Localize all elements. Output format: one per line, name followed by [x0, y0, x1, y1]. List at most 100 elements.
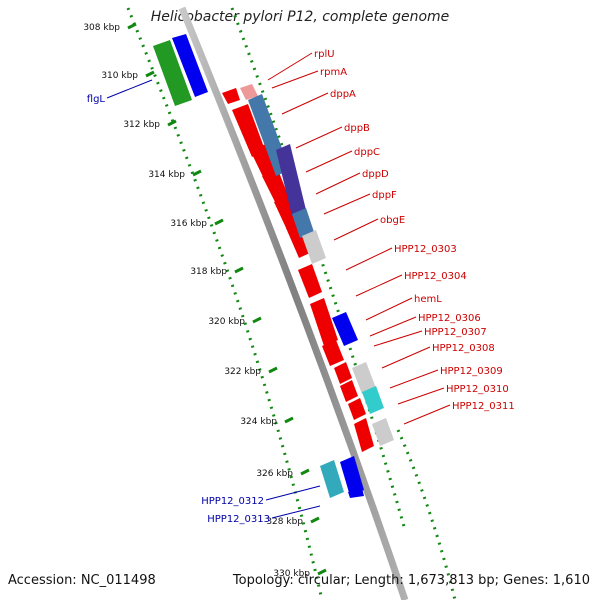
gene-dppc[interactable] [262, 170, 290, 206]
gene-label-dppb[interactable]: dppB [344, 123, 370, 134]
kbp-tick [145, 70, 155, 78]
gene-obge[interactable] [298, 264, 322, 298]
gene-label-obge[interactable]: obgE [380, 215, 405, 226]
gene-obge-grey[interactable] [302, 230, 326, 264]
kbp-tick-label: 312 kbp [123, 120, 160, 130]
gene-label-rpma[interactable]: rpmA [320, 67, 347, 78]
kbp-tick [252, 316, 262, 324]
gene-dppd[interactable] [274, 196, 300, 230]
kbp-ruler-line [126, 7, 324, 600]
gene-label-hpp12_0311[interactable]: HPP12_0311 [452, 401, 515, 412]
kbp-tick [317, 568, 327, 576]
kbp-tick [192, 169, 202, 177]
gene-label-leader [271, 505, 321, 519]
gene-hpp12-0304[interactable] [322, 340, 344, 366]
gene-label-hpp12_0312[interactable]: HPP12_0312 [201, 496, 264, 507]
kbp-tick-label: 310 kbp [101, 71, 138, 81]
right-gene-labels: rplU rpmA dppA dppB dppC dppD dppF obgE HPP12_03… [267, 49, 515, 425]
kbp-tick-label: 316 kbp [170, 219, 207, 229]
gene-label-leader [373, 330, 423, 347]
gene-label-heml[interactable]: hemL [414, 294, 442, 305]
gene-hpp12-0313-small[interactable] [348, 488, 364, 498]
gene-label-hpp12_0307[interactable]: HPP12_0307 [424, 327, 487, 338]
gene-hpp12-0311-grey[interactable] [372, 418, 394, 446]
gene-label-dppc[interactable]: dppC [354, 147, 380, 158]
gene-label-flgl[interactable]: flgL [87, 94, 106, 105]
gene-label-dppf[interactable]: dppF [372, 190, 397, 201]
kbp-tick-label: 318 kbp [190, 267, 227, 277]
gene-dppb-blue[interactable] [276, 144, 306, 216]
gene-label-leader [315, 172, 361, 195]
gene-hemL-blue[interactable] [332, 312, 358, 346]
gene-label-leader [381, 346, 431, 369]
gene-label-hpp12_0308[interactable]: HPP12_0308 [432, 343, 495, 354]
accession-label: Accession: NC_011498 [8, 573, 156, 588]
kbp-tick [214, 218, 224, 226]
gene-label-leader [305, 150, 353, 173]
gene-dppb[interactable] [250, 144, 278, 181]
gene-label-leader [265, 485, 321, 501]
gene-label-hpp12_0310[interactable]: HPP12_0310 [446, 384, 509, 395]
kbp-tick [127, 22, 137, 30]
gene-label-leader [281, 92, 329, 115]
gene-label-leader [333, 218, 379, 241]
gene-hpp12-0310-cyan[interactable] [362, 386, 384, 414]
gene-label-leader [355, 274, 403, 297]
gene-label-dppa[interactable]: dppA [330, 89, 356, 100]
gene-label-leader [271, 70, 319, 89]
kbp-tick [284, 416, 294, 424]
gene-label-leader [389, 369, 439, 389]
gene-label-leader [295, 126, 343, 149]
gene-hpp12-0313-blue[interactable] [340, 456, 364, 496]
kbp-scale: 308 kbp 310 kbp 312 kbp 314 kbp 316 kbp 318 k… [83, 22, 327, 579]
map-title: Helicobacter pylori P12, complete genome [150, 9, 450, 25]
gene-label-hpp12_0303[interactable]: HPP12_0303 [394, 244, 457, 255]
kbp-tick-label: 330 kbp [273, 569, 310, 579]
gene-rpma[interactable] [222, 88, 240, 104]
gene-label-leader [397, 387, 445, 405]
gene-label-leader [365, 297, 413, 321]
gene-label-rplu[interactable]: rplU [314, 49, 335, 60]
gene-label-hpp12_0309[interactable]: HPP12_0309 [440, 366, 503, 377]
kbp-tick [167, 119, 177, 127]
kbp-tick-label: 320 kbp [208, 317, 245, 327]
gene-flgl[interactable] [153, 40, 192, 106]
kbp-tick-label: 308 kbp [83, 23, 120, 33]
gene-hpp12-0308[interactable] [354, 418, 374, 452]
kbp-tick-label: 326 kbp [256, 469, 293, 479]
kbp-tick-label: 314 kbp [148, 170, 185, 180]
gene-heml[interactable] [334, 362, 352, 384]
gene-label-leader [106, 79, 153, 99]
kbp-tick-label: 322 kbp [224, 367, 261, 377]
gene-dppf[interactable] [286, 222, 312, 258]
gene-label-leader [369, 316, 417, 337]
gene-hpp12-0309-grey[interactable] [352, 362, 376, 394]
gene-features [153, 34, 394, 498]
gene-label-leader [345, 247, 393, 271]
gene-label-dppd[interactable]: dppD [362, 169, 389, 180]
kbp-tick [234, 266, 244, 274]
gene-hpp12-0303[interactable] [310, 298, 338, 346]
gene-hpp12-0312[interactable] [320, 460, 344, 498]
gene-forward-top[interactable] [172, 34, 208, 97]
gene-label-leader [323, 193, 371, 215]
gene-label-hpp12_0304[interactable]: HPP12_0304 [404, 271, 467, 282]
kbp-tick-label: 324 kbp [240, 417, 277, 427]
gene-label-leader [267, 52, 313, 81]
left-gene-labels: flgL HPP12_0312 HPP12_0313 [87, 79, 321, 525]
track-guide-inner [230, 7, 407, 531]
genome-backbone [178, 6, 409, 600]
kbp-tick [268, 366, 278, 374]
gene-label-hpp12_0306[interactable]: HPP12_0306 [418, 313, 481, 324]
gene-hpp12-0307[interactable] [348, 398, 366, 420]
kbp-tick [300, 468, 310, 476]
topology-label: Topology: circular; Length: 1,673,813 bp… [232, 573, 590, 588]
gene-dppa[interactable] [232, 104, 265, 157]
gene-dppc-blue[interactable] [292, 208, 314, 238]
gene-label-leader [403, 404, 451, 425]
gene-hpp12-0306[interactable] [340, 380, 358, 402]
kbp-tick-label: 328 kbp [266, 517, 303, 527]
gene-label-hpp12_0313[interactable]: HPP12_0313 [207, 514, 270, 525]
gene-rplu[interactable] [240, 84, 258, 100]
